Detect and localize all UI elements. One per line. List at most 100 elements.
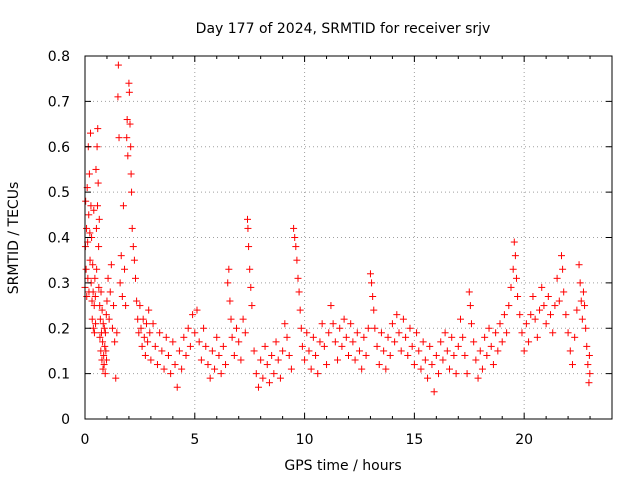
data-point xyxy=(287,365,295,373)
data-point xyxy=(301,356,309,364)
data-point xyxy=(208,347,216,355)
data-point xyxy=(156,329,164,337)
data-point xyxy=(373,342,381,350)
x-tick-label: 20 xyxy=(515,432,533,448)
y-tick-label: 0.1 xyxy=(48,367,70,383)
data-point xyxy=(182,351,190,359)
data-point xyxy=(245,243,253,251)
data-point xyxy=(108,324,116,332)
data-point xyxy=(126,120,134,128)
data-point xyxy=(329,320,337,328)
grid xyxy=(85,56,612,419)
data-point xyxy=(494,347,502,355)
data-point xyxy=(559,265,567,273)
data-point xyxy=(215,351,223,359)
data-point xyxy=(279,347,287,355)
data-point xyxy=(393,311,401,319)
data-point xyxy=(274,356,282,364)
data-point xyxy=(369,292,377,300)
data-point xyxy=(505,302,513,310)
data-point xyxy=(415,347,423,355)
data-point xyxy=(135,329,143,337)
data-point xyxy=(522,320,530,328)
data-point xyxy=(293,256,301,264)
data-point xyxy=(351,356,359,364)
data-point xyxy=(211,365,219,373)
data-point xyxy=(128,188,136,196)
data-point xyxy=(250,347,258,355)
data-point xyxy=(247,283,255,291)
data-point xyxy=(130,256,138,264)
data-point xyxy=(82,197,90,205)
data-point xyxy=(283,333,291,341)
data-point xyxy=(149,320,157,328)
data-point xyxy=(91,292,99,300)
data-point xyxy=(336,324,344,332)
data-point xyxy=(399,315,407,323)
data-point xyxy=(424,374,432,382)
data-point xyxy=(498,338,506,346)
data-point xyxy=(227,315,235,323)
data-point xyxy=(305,347,313,355)
data-point xyxy=(127,170,135,178)
data-point xyxy=(476,347,484,355)
data-point xyxy=(132,274,140,282)
data-point xyxy=(261,342,269,350)
data-point xyxy=(581,302,589,310)
data-point xyxy=(124,152,132,160)
data-point xyxy=(285,351,293,359)
data-point xyxy=(90,206,98,214)
data-point xyxy=(136,302,144,310)
data-point xyxy=(206,374,214,382)
data-point xyxy=(507,283,515,291)
data-point xyxy=(151,342,159,350)
data-point xyxy=(312,351,320,359)
data-point xyxy=(296,306,304,314)
data-point xyxy=(116,279,124,287)
data-point xyxy=(164,351,172,359)
data-point xyxy=(99,320,107,328)
data-point xyxy=(96,302,104,310)
data-point xyxy=(127,143,135,151)
data-point xyxy=(509,265,517,273)
data-point xyxy=(360,333,368,341)
data-point xyxy=(500,311,508,319)
data-point xyxy=(226,297,234,305)
data-point xyxy=(432,351,440,359)
data-point xyxy=(167,370,175,378)
data-point xyxy=(217,370,225,378)
data-point xyxy=(483,351,491,359)
data-point xyxy=(510,238,518,246)
data-point xyxy=(419,338,427,346)
data-point xyxy=(119,202,127,210)
data-point xyxy=(485,324,493,332)
data-point xyxy=(123,134,131,142)
data-point xyxy=(82,265,90,273)
data-point xyxy=(153,361,161,369)
data-point xyxy=(270,370,278,378)
data-point xyxy=(171,361,179,369)
data-point xyxy=(272,338,280,346)
data-point xyxy=(582,324,590,332)
data-point xyxy=(316,338,324,346)
y-tick-label: 0.4 xyxy=(48,231,70,247)
data-point xyxy=(386,351,394,359)
data-point xyxy=(100,351,108,359)
data-point xyxy=(584,361,592,369)
data-point xyxy=(246,265,254,273)
data-point xyxy=(254,383,262,391)
data-point xyxy=(191,329,199,337)
data-point xyxy=(291,234,299,241)
data-point xyxy=(576,279,584,287)
data-point xyxy=(547,311,555,319)
data-point xyxy=(184,324,192,332)
data-point xyxy=(138,342,146,350)
data-point xyxy=(86,256,94,264)
data-point xyxy=(239,315,247,323)
x-tick-label: 5 xyxy=(190,432,199,448)
data-point xyxy=(309,333,317,341)
data-point xyxy=(92,165,100,173)
data-point xyxy=(202,342,210,350)
data-point xyxy=(297,324,305,332)
data-point xyxy=(244,224,252,232)
